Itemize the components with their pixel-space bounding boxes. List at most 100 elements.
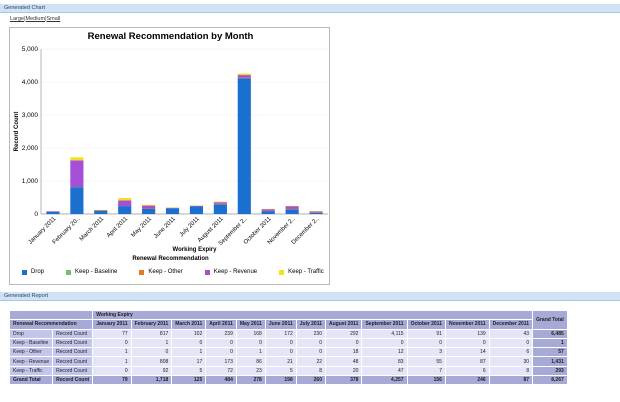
- table-cell: 0: [295, 337, 327, 349]
- y-tick-label: 4,000: [22, 79, 39, 86]
- month-header: February 2011: [130, 319, 173, 330]
- legend-title: Renewal Recommendation: [132, 256, 209, 262]
- legend-item: Keep - Revenue: [204, 269, 258, 275]
- bar-segment: [237, 78, 251, 214]
- row-label: Drop: [8, 328, 54, 339]
- size-small-link[interactable]: Small: [46, 16, 61, 22]
- legend-swatch: [66, 269, 72, 275]
- measure-label: Record Count: [52, 328, 94, 339]
- table-cell: 0: [130, 347, 173, 358]
- legend-item: Drop: [22, 269, 44, 275]
- table-cell: 22: [295, 356, 327, 367]
- table-cell: 83: [361, 356, 408, 367]
- table-cell: 102: [171, 328, 207, 339]
- table-cell: 8: [295, 365, 327, 377]
- row-label: Keep - Traffic: [8, 365, 54, 377]
- legend-swatch: [279, 269, 285, 275]
- month-header: October 2011: [406, 319, 446, 330]
- legend-swatch: [22, 269, 27, 275]
- bar-segment: [46, 211, 60, 214]
- bar-segment: [213, 201, 227, 203]
- month-header: September 2011: [361, 319, 408, 330]
- x-tick-label: April 2011: [106, 216, 130, 240]
- table-cell: 0: [264, 337, 297, 349]
- bar-segment: [261, 210, 275, 214]
- table-cell: 239: [205, 328, 237, 339]
- table-cell: 0: [92, 365, 132, 377]
- x-tick-label: July 2011: [179, 216, 202, 239]
- table-cell: 1: [235, 347, 266, 358]
- legend-item: Keep - Other: [139, 269, 183, 275]
- grand-total-cell: 378: [324, 375, 363, 386]
- grand-total-cell: 260: [295, 375, 327, 386]
- table-cell: 43: [488, 328, 534, 339]
- table-header-row: Working Expiry Grand Total: [8, 309, 568, 330]
- table-cell: 12: [361, 347, 408, 358]
- report-table: Working Expiry Grand Total Renewal Recomme…: [8, 309, 568, 386]
- table-cell: 0: [92, 337, 132, 349]
- bar-segment: [70, 160, 84, 188]
- legend-label: Drop: [31, 269, 45, 275]
- y-tick-label: 2,000: [22, 145, 39, 152]
- x-tick-label: May 2011: [130, 216, 153, 239]
- table-cell: 48: [324, 356, 363, 367]
- row-label: Keep - Other: [8, 347, 54, 358]
- bar-segment: [94, 210, 108, 214]
- grand-total-cell: 246: [444, 375, 490, 386]
- table-cell: 230: [295, 328, 327, 339]
- table-cell: 0: [264, 347, 297, 358]
- table-cell: 0: [295, 347, 327, 358]
- measure-label: Record Count: [52, 365, 94, 377]
- legend-label: Keep - Baseline: [75, 269, 118, 275]
- table-cell: 173: [205, 356, 237, 367]
- y-tick-label: 3,000: [22, 112, 39, 119]
- grand-total-header: Grand Total: [532, 310, 568, 330]
- table-cell: 6: [444, 365, 490, 377]
- bar-segment: [70, 187, 84, 214]
- table-cell: 21: [264, 356, 297, 367]
- month-header: March 2011: [171, 319, 207, 330]
- table-cell: 17: [171, 356, 207, 367]
- measure-label: Record Count: [52, 375, 94, 386]
- x-tick-label: March 2011: [79, 216, 106, 243]
- size-large-link[interactable]: Large: [10, 16, 25, 22]
- report-section-header: Generated Report: [0, 292, 620, 301]
- bar-segment: [213, 202, 227, 204]
- bar-segment: [285, 209, 299, 214]
- table-cell: 20: [324, 365, 363, 377]
- bar-segment: [237, 73, 251, 76]
- measure-label: Record Count: [52, 356, 94, 367]
- bar-segment: [189, 205, 204, 207]
- legend-swatch: [204, 269, 210, 275]
- chart-legend: Drop Keep - Baseline Keep - Other Keep - Re…: [22, 269, 324, 275]
- bar-segment: [142, 205, 156, 209]
- table-cell: 77: [92, 328, 132, 339]
- row-total-cell: 1: [532, 337, 568, 349]
- chart-title: Renewal Recommendation by Month: [87, 31, 254, 42]
- table-cell: 0: [361, 337, 408, 349]
- table-cell: 808: [130, 356, 173, 367]
- row-total-cell: 1,431: [532, 356, 568, 367]
- table-cell: 7: [406, 365, 446, 377]
- table-row: Keep - Baseline Record Count 0 1 0 0 0 0 0 0 0 0 0 0 1: [8, 337, 568, 349]
- table-cell: 0: [488, 337, 534, 349]
- table-cell: 55: [406, 356, 446, 367]
- row-label: Keep - Baseline: [8, 337, 54, 349]
- legend-label: Keep - Revenue: [213, 269, 258, 275]
- grand-total-cell: 198: [264, 375, 297, 386]
- table-cell: 87: [444, 356, 490, 367]
- legend-item: Keep - Traffic: [279, 269, 324, 275]
- legend-swatch: [139, 269, 145, 275]
- table-cell: 0: [406, 337, 446, 349]
- grand-total-cell: 1,718: [130, 375, 173, 386]
- bar-segment: [165, 207, 180, 209]
- chart-section-header: Generated Chart: [0, 4, 620, 13]
- bar-segment: [189, 206, 204, 214]
- size-medium-link[interactable]: Medium: [25, 16, 46, 22]
- legend-label: Keep - Other: [148, 269, 183, 275]
- bar-segment: [94, 210, 108, 211]
- month-header: April 2011: [205, 319, 237, 330]
- row-label: Keep - Revenue: [8, 356, 54, 367]
- table-cell: 0: [235, 337, 266, 349]
